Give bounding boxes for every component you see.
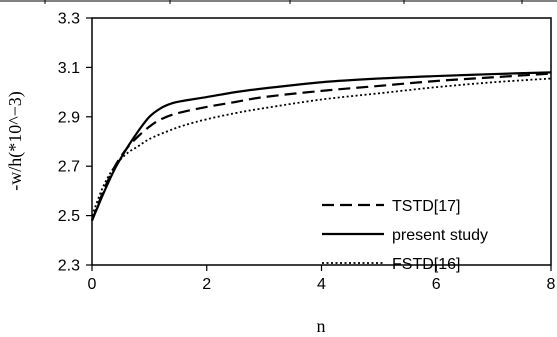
series-line-3 — [91, 77, 552, 216]
series-layer — [90, 71, 552, 221]
legend-label-1: TSTD[17] — [392, 198, 460, 215]
legend-label-3: FSTD[16] — [392, 256, 460, 273]
x-tick-label: 6 — [432, 276, 441, 293]
x-tick-label: 8 — [547, 276, 556, 293]
y-axis-tick-labels: 2.3 2.5 2.7 2.9 3.1 3.3 — [58, 11, 80, 275]
legend-label-2: present study — [392, 227, 488, 244]
series-line-2 — [90, 71, 552, 221]
y-axis-title: -w/h(*10^−3) — [5, 91, 26, 191]
y-tick-label: 2.7 — [58, 159, 80, 176]
y-tick-label: 2.3 — [58, 258, 80, 275]
x-axis-title: n — [317, 316, 326, 336]
x-tick-label: 0 — [88, 276, 97, 293]
top-border-fragment — [0, 0, 557, 4]
y-axis-ticks — [86, 17, 92, 266]
y-tick-label: 3.3 — [58, 11, 80, 28]
y-tick-label: 3.1 — [58, 60, 80, 77]
y-tick-label: 2.9 — [58, 109, 80, 126]
series-line-1 — [90, 72, 552, 221]
legend: TSTD[17] present study FSTD[16] — [322, 198, 488, 273]
x-axis-ticks — [91, 265, 552, 271]
x-tick-label: 2 — [202, 276, 211, 293]
x-axis-tick-labels: 0 2 4 6 8 — [88, 276, 556, 293]
y-tick-label: 2.5 — [58, 208, 80, 225]
x-tick-label: 4 — [317, 276, 326, 293]
